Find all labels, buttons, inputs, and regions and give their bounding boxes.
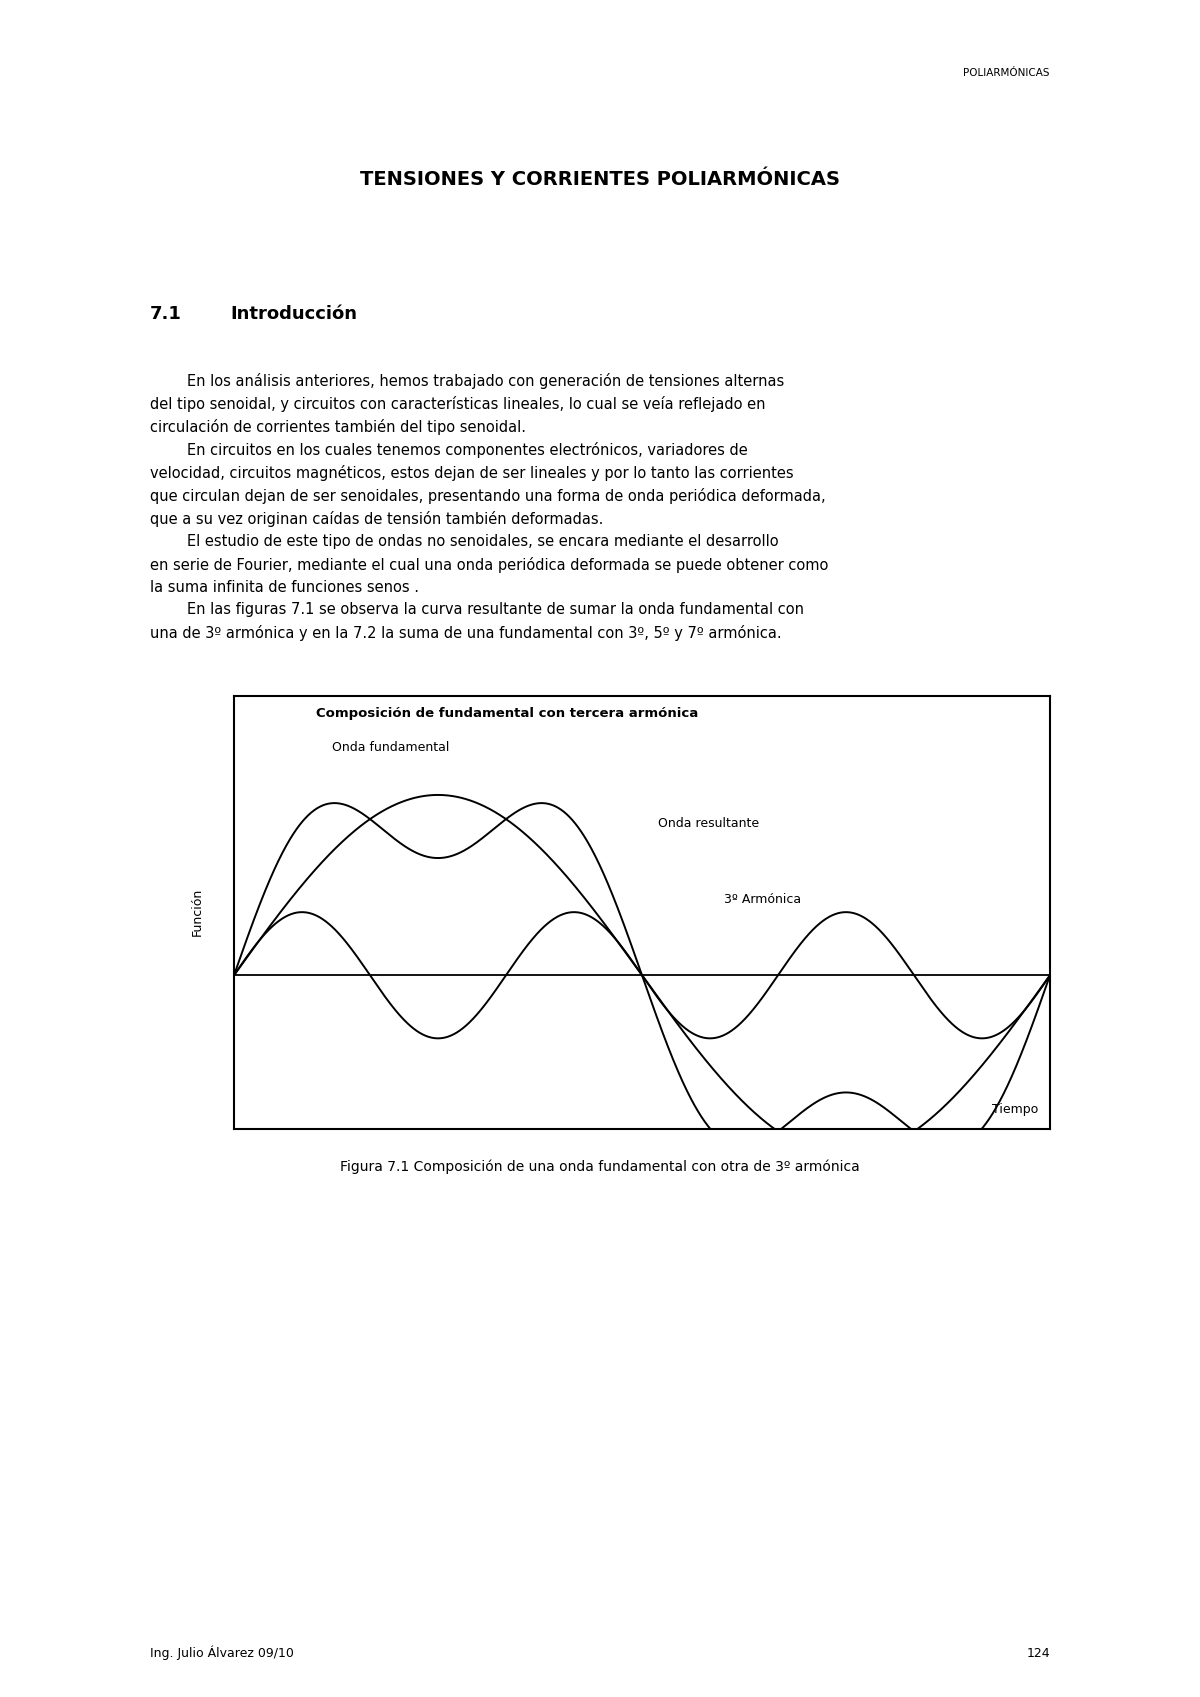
Text: circulación de corrientes también del tipo senoidal.: circulación de corrientes también del ti… <box>150 419 526 434</box>
Text: Introducción: Introducción <box>230 305 358 324</box>
Text: velocidad, circuitos magnéticos, estos dejan de ser lineales y por lo tanto las : velocidad, circuitos magnéticos, estos d… <box>150 465 793 480</box>
Text: En los análisis anteriores, hemos trabajado con generación de tensiones alternas: En los análisis anteriores, hemos trabaj… <box>150 373 785 389</box>
Text: Onda resultante: Onda resultante <box>659 816 760 830</box>
Text: que circulan dejan de ser senoidales, presentando una forma de onda periódica de: que circulan dejan de ser senoidales, pr… <box>150 487 826 504</box>
Text: del tipo senoidal, y circuitos con características lineales, lo cual se veía ref: del tipo senoidal, y circuitos con carac… <box>150 395 766 412</box>
Text: En circuitos en los cuales tenemos componentes electrónicos, variadores de: En circuitos en los cuales tenemos compo… <box>150 441 748 458</box>
Text: Figura 7.1 Composición de una onda fundamental con otra de 3º armónica: Figura 7.1 Composición de una onda funda… <box>340 1159 860 1174</box>
Text: 124: 124 <box>1026 1646 1050 1660</box>
Text: que a su vez originan caídas de tensión también deformadas.: que a su vez originan caídas de tensión … <box>150 511 604 526</box>
Text: Composición de fundamental con tercera armónica: Composición de fundamental con tercera a… <box>316 706 698 720</box>
Text: TENSIONES Y CORRIENTES POLIARMÓNICAS: TENSIONES Y CORRIENTES POLIARMÓNICAS <box>360 170 840 188</box>
Text: 3º Armónica: 3º Armónica <box>724 893 800 906</box>
Text: 7.1: 7.1 <box>150 305 182 324</box>
Text: El estudio de este tipo de ondas no senoidales, se encara mediante el desarrollo: El estudio de este tipo de ondas no seno… <box>150 533 779 548</box>
Text: POLIARMÓNICAS: POLIARMÓNICAS <box>964 68 1050 78</box>
Text: Función: Función <box>191 888 204 937</box>
Text: la suma infinita de funciones senos .: la suma infinita de funciones senos . <box>150 579 419 594</box>
Text: Onda fundamental: Onda fundamental <box>332 742 449 753</box>
Text: una de 3º armónica y en la 7.2 la suma de una fundamental con 3º, 5º y 7º armóni: una de 3º armónica y en la 7.2 la suma d… <box>150 624 781 641</box>
Text: Tiempo: Tiempo <box>991 1103 1038 1115</box>
Text: en serie de Fourier, mediante el cual una onda periódica deformada se puede obte: en serie de Fourier, mediante el cual un… <box>150 557 828 572</box>
Text: Ing. Julio Álvarez 09/10: Ing. Julio Álvarez 09/10 <box>150 1644 294 1660</box>
Text: En las figuras 7.1 se observa la curva resultante de sumar la onda fundamental c: En las figuras 7.1 se observa la curva r… <box>150 602 804 618</box>
